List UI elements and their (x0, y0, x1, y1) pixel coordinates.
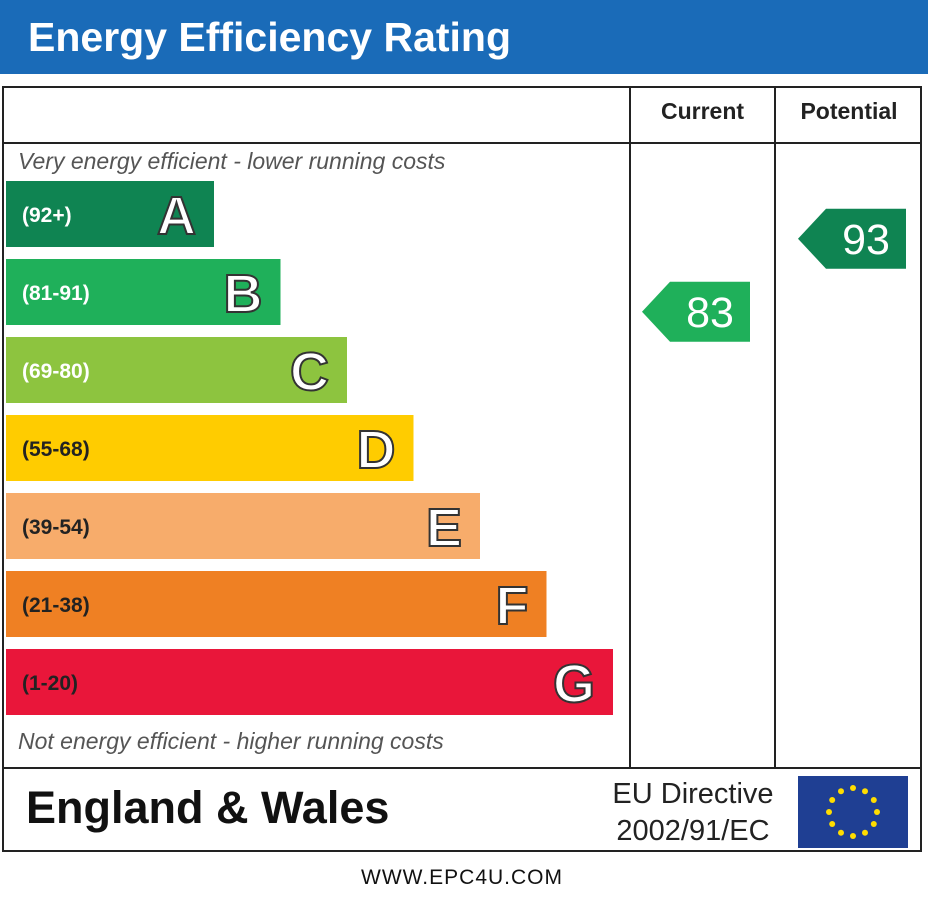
eu-star-icon (850, 833, 856, 839)
eu-star-icon (838, 788, 844, 795)
eu-star-icon (874, 809, 880, 815)
directive-line-1: EU Directive (612, 778, 774, 810)
potential-column-header: Potential (800, 98, 898, 124)
rating-frame (2, 86, 922, 852)
header-row-divider (2, 142, 922, 144)
chart-title: Energy Efficiency Rating (28, 14, 512, 60)
eu-star-icon (829, 821, 836, 827)
top-caption: Very energy efficient - lower running co… (18, 148, 446, 174)
eu-star-icon (862, 788, 868, 795)
directive-line-2: 2002/91/EC (616, 815, 770, 847)
eu-directive: EU Directive 2002/91/EC (598, 776, 788, 850)
bottom-caption: Not energy efficient - higher running co… (18, 728, 444, 754)
eu-star-icon (838, 829, 844, 836)
eu-flag-icon (798, 776, 908, 848)
eu-star-icon (850, 785, 856, 791)
footer-row-divider (2, 767, 922, 769)
eu-star-icon (862, 829, 868, 836)
current-column-divider (629, 86, 631, 769)
region-label: England & Wales (26, 782, 390, 833)
title-bar: Energy Efficiency Rating (0, 0, 928, 74)
current-column-header: Current (660, 98, 745, 124)
potential-column-divider (774, 86, 776, 769)
eu-star-icon (870, 821, 877, 827)
eu-star-icon (829, 797, 836, 803)
website-url: WWW.EPC4U.COM (361, 866, 563, 889)
eu-star-icon (826, 809, 832, 815)
eu-star-icon (870, 797, 877, 803)
